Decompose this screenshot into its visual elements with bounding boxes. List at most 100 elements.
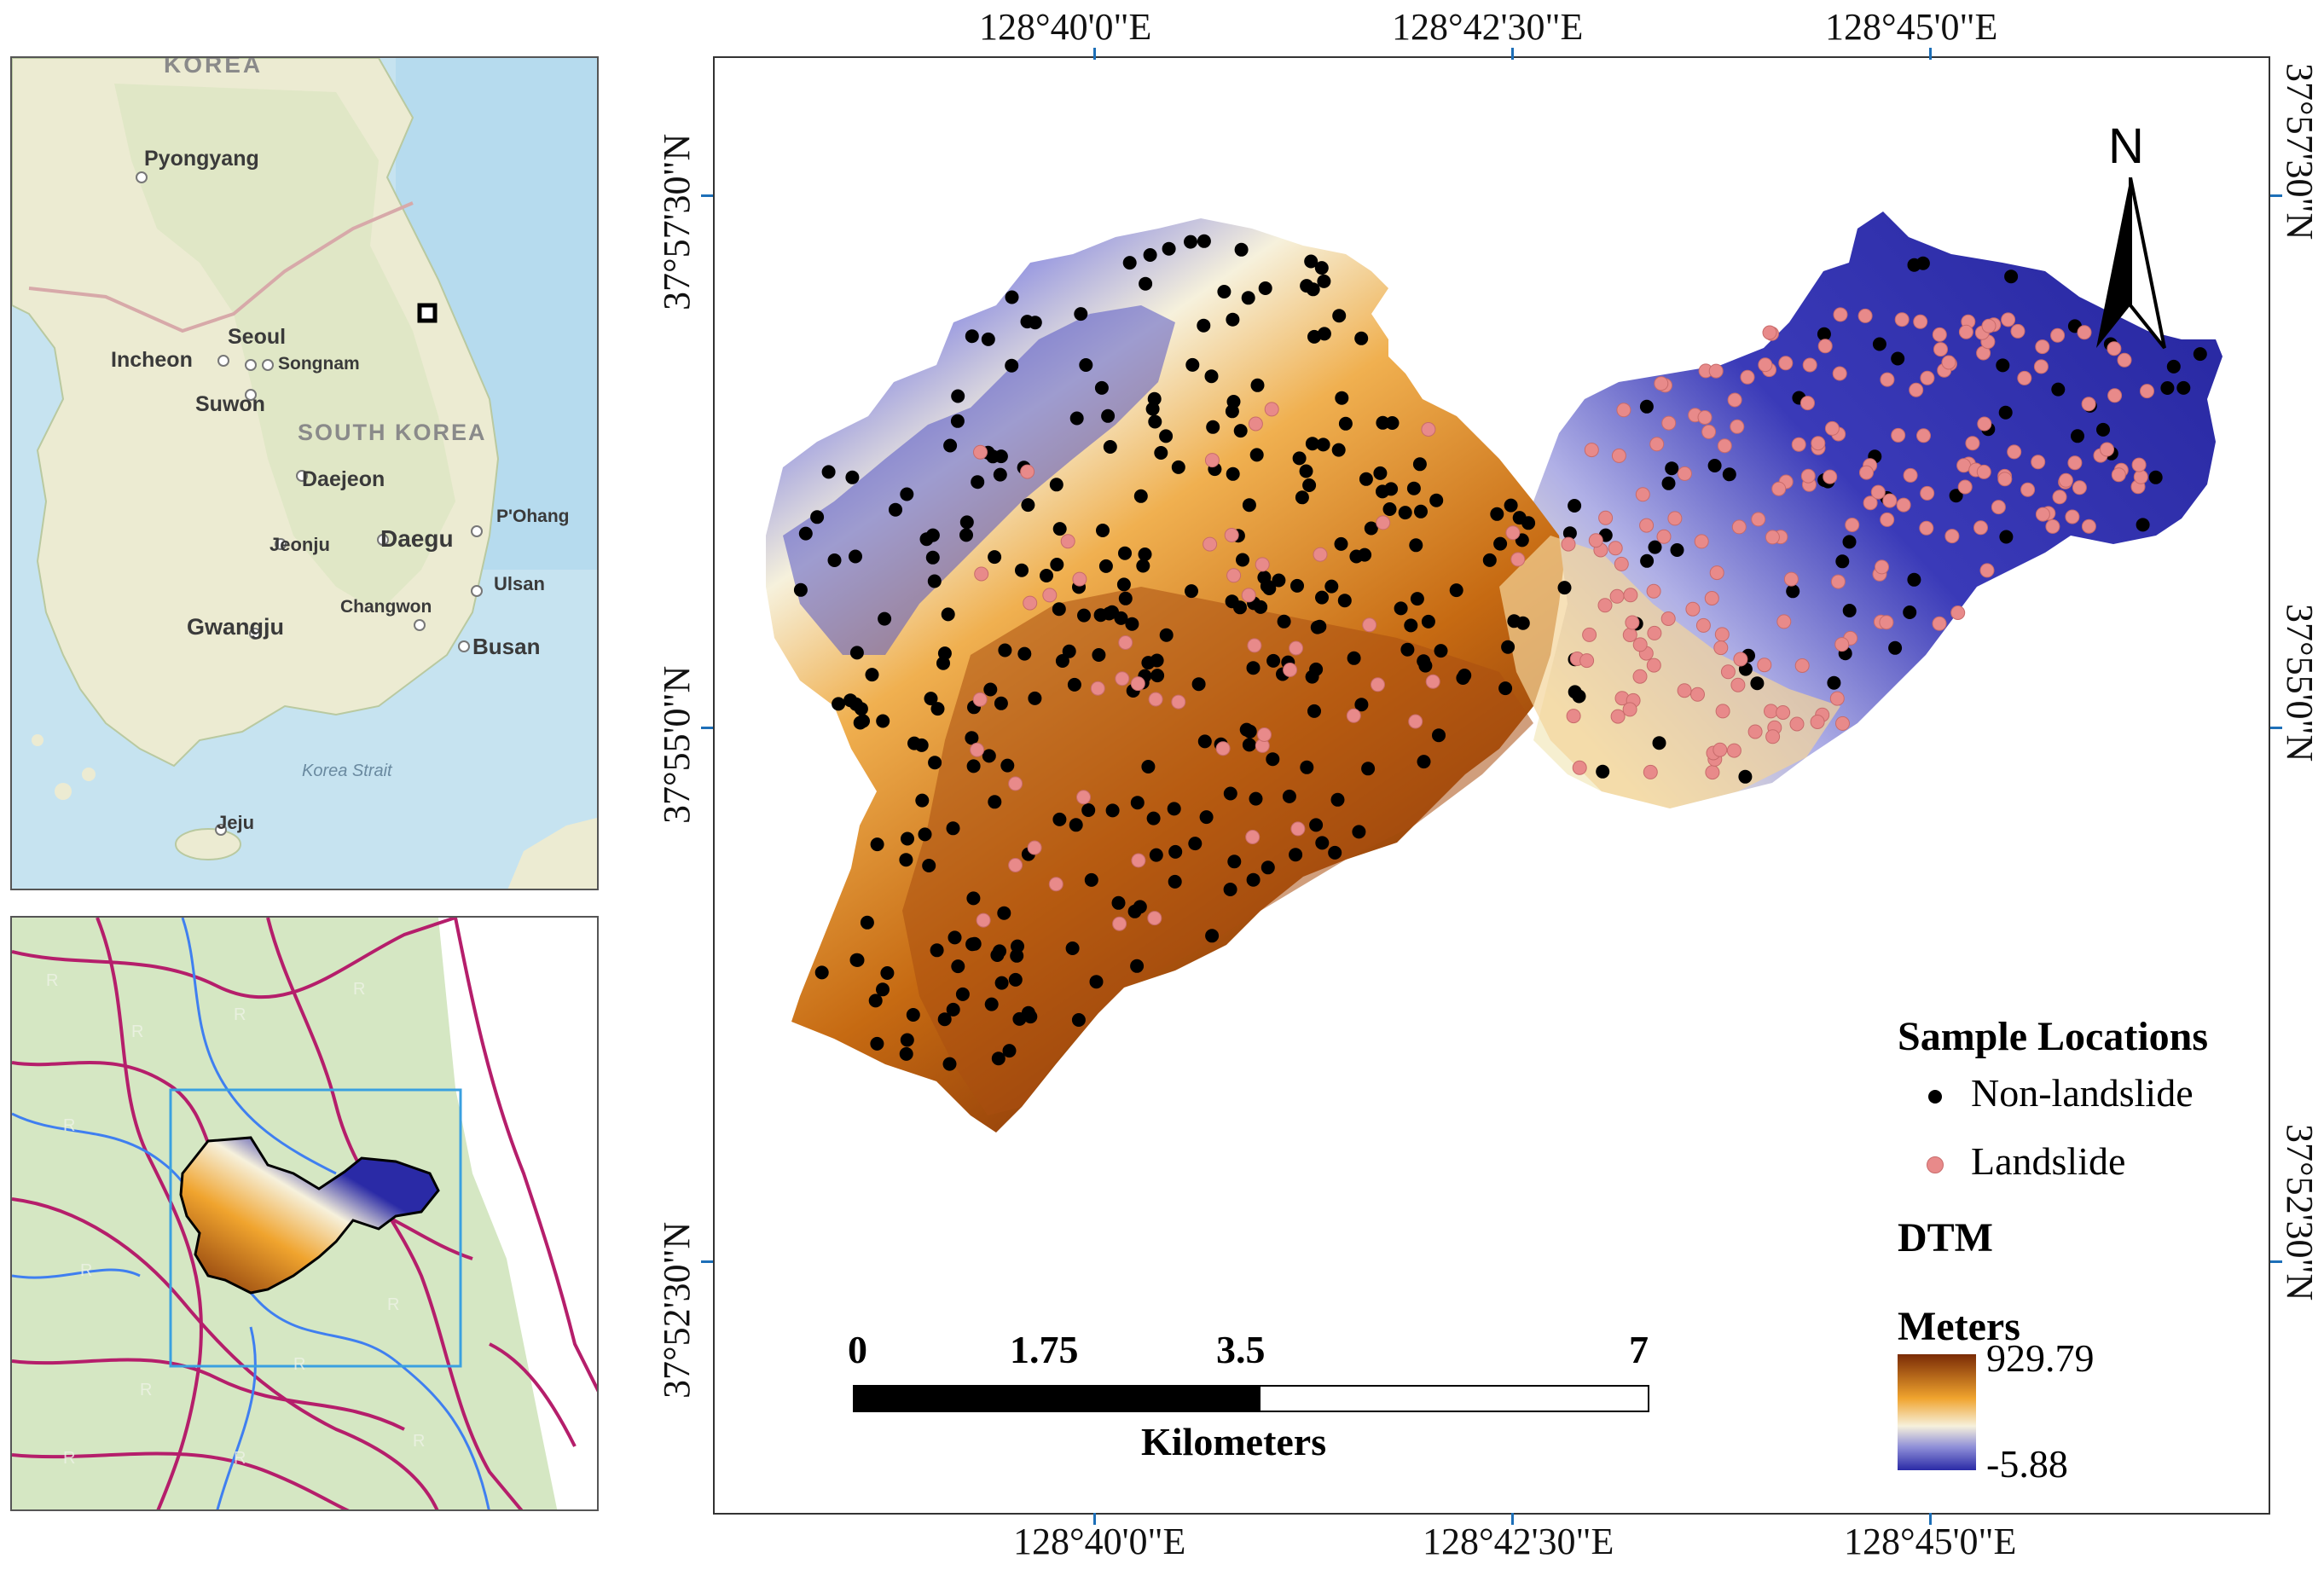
non-landslide-point xyxy=(1005,358,1019,373)
non-landslide-point xyxy=(1105,605,1119,619)
svg-text:R: R xyxy=(234,1449,246,1468)
landslide-point xyxy=(2045,519,2060,534)
non-landslide-point xyxy=(853,715,867,730)
non-landslide-point xyxy=(2166,359,2181,374)
landslide-point xyxy=(1776,705,1791,720)
non-landslide-point xyxy=(994,976,1009,990)
non-landslide-point xyxy=(810,510,825,524)
landslide-point xyxy=(1647,625,1662,640)
non-landslide-point xyxy=(1249,448,1264,462)
landslide-point xyxy=(1857,308,1873,323)
non-landslide-point xyxy=(997,906,1011,920)
landslide-point xyxy=(1891,427,1906,443)
landslide-point xyxy=(2077,325,2092,340)
non-landslide-point xyxy=(832,697,846,711)
non-landslide-point xyxy=(1482,553,1497,567)
landslide-point xyxy=(1632,637,1648,652)
non-landslide-point xyxy=(1205,929,1220,943)
landslide-point xyxy=(1835,715,1850,731)
non-landslide-point xyxy=(951,389,965,403)
scale-label-0: 0 xyxy=(848,1328,867,1371)
landslide-point xyxy=(1313,547,1328,562)
non-landslide-point xyxy=(1141,760,1156,773)
non-landslide-point xyxy=(2193,347,2207,362)
legend-dtm-title: DTM xyxy=(1898,1215,1993,1260)
non-landslide-point xyxy=(876,714,890,728)
non-landslide-point xyxy=(1098,559,1113,573)
non-landslide-point xyxy=(1150,669,1165,683)
non-landslide-point xyxy=(1328,845,1342,860)
non-landslide-point xyxy=(1226,312,1240,327)
landslide-point xyxy=(2031,455,2046,470)
landslide-point xyxy=(1646,583,1661,599)
non-landslide-point xyxy=(1261,860,1275,875)
non-landslide-point xyxy=(1334,536,1348,551)
landslide-point xyxy=(1765,729,1781,744)
non-landslide-point xyxy=(1872,337,1886,351)
non-landslide-point xyxy=(1069,818,1083,832)
non-landslide-point xyxy=(1250,378,1265,392)
non-landslide-point xyxy=(1305,437,1319,451)
non-landslide-point xyxy=(930,943,944,958)
landslide-point xyxy=(1783,571,1799,587)
non-landslide-point xyxy=(1302,478,1317,492)
non-landslide-point xyxy=(1347,651,1361,665)
non-landslide-point xyxy=(950,414,965,428)
non-landslide-point xyxy=(925,550,940,565)
landslide-point xyxy=(1863,495,1878,511)
landslide-point xyxy=(1832,366,1847,381)
non-landslide-point xyxy=(1008,972,1023,987)
non-landslide-point xyxy=(1050,558,1064,571)
non-landslide-point xyxy=(1139,276,1153,291)
non-landslide-point xyxy=(1067,677,1081,692)
landslide-point xyxy=(2107,388,2123,403)
non-landslide-point xyxy=(994,696,1008,710)
landslide-point xyxy=(1919,520,1934,536)
non-landslide-point xyxy=(1136,559,1150,573)
landslide-point xyxy=(1639,518,1655,533)
non-landslide-point xyxy=(906,1008,920,1022)
landslide-point xyxy=(1991,500,2006,515)
non-landslide-point xyxy=(1069,411,1084,426)
map-label-daegu: Daegu xyxy=(380,525,454,552)
landslide-point xyxy=(2117,352,2132,368)
landslide-point xyxy=(1248,416,1263,432)
non-landslide-point xyxy=(1233,424,1248,438)
landslide-point xyxy=(970,742,985,757)
non-landslide-point xyxy=(1093,608,1108,623)
non-landslide-point xyxy=(843,693,858,708)
non-landslide-point xyxy=(1149,848,1163,862)
non-landslide-point xyxy=(927,574,942,588)
right-coord-2: 37°55'0"N xyxy=(2279,604,2321,762)
landslide-point xyxy=(1654,376,1669,391)
non-landslide-point xyxy=(966,891,981,906)
non-landslide-point xyxy=(1292,451,1307,466)
non-landslide-point xyxy=(1888,640,1903,655)
landslide-point xyxy=(1203,536,1218,552)
legend-non-landslide: Non-landslide xyxy=(1971,1071,2194,1115)
north-arrow-label: N xyxy=(2108,119,2144,174)
landslide-point xyxy=(1610,709,1626,724)
non-landslide-point xyxy=(922,859,936,872)
non-landslide-point xyxy=(1148,414,1162,429)
non-landslide-point xyxy=(827,553,842,567)
non-landslide-point xyxy=(1154,446,1168,460)
top-coord-3: 128°45'0"E xyxy=(1825,6,1998,48)
non-landslide-point xyxy=(1309,818,1324,832)
non-landslide-point xyxy=(899,1046,913,1061)
non-landslide-point xyxy=(1310,620,1324,634)
landslide-point xyxy=(1829,691,1845,706)
non-landslide-point xyxy=(1185,584,1198,599)
landslide-point xyxy=(1510,552,1526,567)
legend-title: Sample Locations xyxy=(1898,1014,2209,1059)
right-coord-1: 37°57'30"N xyxy=(2279,63,2321,240)
landslide-point xyxy=(1870,484,1886,500)
svg-text:R: R xyxy=(63,1116,75,1135)
non-landslide-point xyxy=(928,756,942,770)
non-landslide-point xyxy=(1242,738,1256,752)
main-map-frame: N Sample Locations Non-landslide Landsli… xyxy=(713,56,2270,1515)
non-landslide-point xyxy=(988,550,1002,565)
non-landslide-point xyxy=(1449,583,1463,598)
landslide-point xyxy=(1740,369,1755,385)
non-landslide-point xyxy=(1299,464,1313,478)
